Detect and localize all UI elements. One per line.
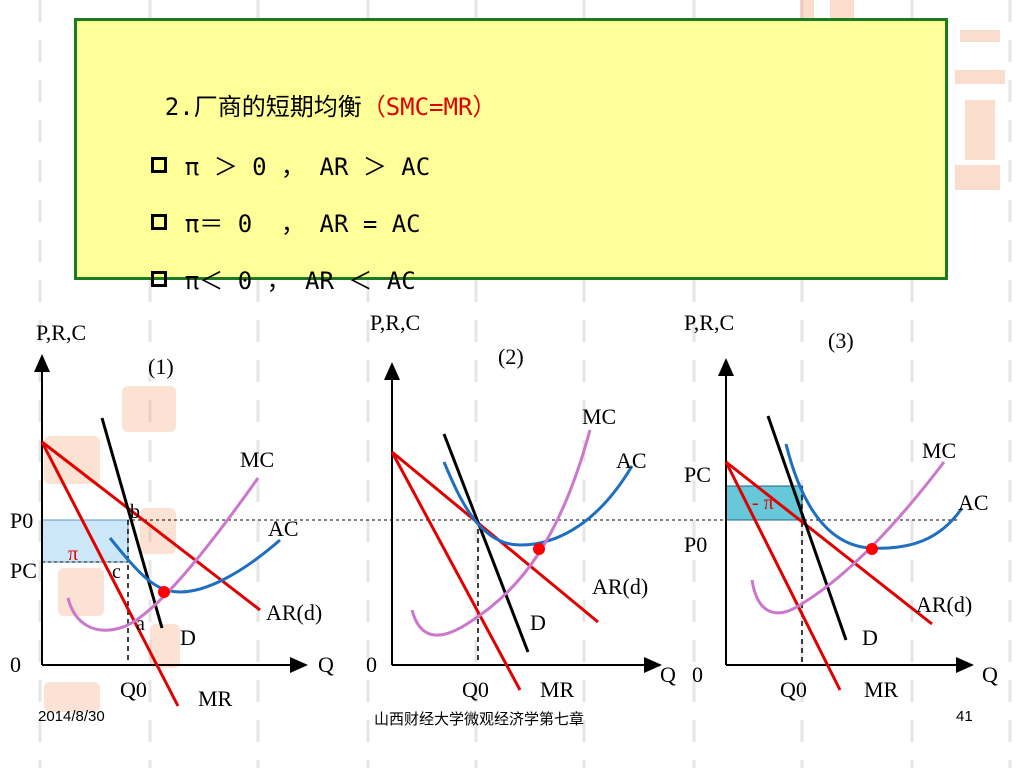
q0-label: Q0 bbox=[462, 677, 489, 702]
p0-label: P0 bbox=[10, 508, 33, 533]
section-heading: 2.厂商的短期均衡（SMC=MR） bbox=[107, 59, 497, 150]
square-bullet-icon bbox=[150, 214, 167, 230]
section-title: 厂商的短期均衡 bbox=[193, 93, 362, 121]
bullet-item-profit: π ＞ 0 ， AR ＞ AC bbox=[93, 119, 430, 210]
point-c-label: c bbox=[112, 561, 121, 583]
ard-label: AR(d) bbox=[266, 600, 322, 625]
mr-label: MR bbox=[198, 686, 233, 711]
mr-line bbox=[40, 441, 180, 707]
mc-curve bbox=[750, 461, 946, 615]
equilibrium-point bbox=[533, 543, 545, 555]
x-axis-label: Q bbox=[318, 652, 334, 677]
mc-label: MC bbox=[922, 438, 956, 463]
ac-label: AC bbox=[958, 490, 989, 515]
p0-label: P0 bbox=[684, 532, 707, 557]
title-box: 2.厂商的短期均衡（SMC=MR） π ＞ 0 ， AR ＞ AC π＝ 0 ，… bbox=[74, 18, 948, 295]
bullet-text: π ＞ 0 ， AR ＞ AC bbox=[184, 153, 431, 181]
loss-region-label: - π bbox=[752, 492, 774, 514]
panel-label: (3) bbox=[828, 328, 854, 353]
graph-3: P,R,C (3) PC P0 0 Q Q0 MC AC AR(d) MR D … bbox=[684, 310, 998, 702]
section-number: 2. bbox=[164, 93, 194, 121]
footer-course-title: 山西财经大学微观经济学第七章 bbox=[374, 710, 585, 728]
section-condition: （SMC=MR） bbox=[361, 93, 497, 121]
d-label: D bbox=[862, 625, 878, 650]
square-bullet-icon bbox=[150, 157, 167, 173]
origin-label: 0 bbox=[366, 652, 377, 677]
y-axis-label: P,R,C bbox=[684, 310, 734, 335]
ac-curve bbox=[108, 537, 281, 594]
y-axis-label: P,R,C bbox=[370, 310, 420, 335]
d-line bbox=[442, 433, 530, 653]
mr-line bbox=[724, 461, 842, 691]
point-b-label: b bbox=[130, 501, 140, 523]
mc-label: MC bbox=[240, 447, 274, 472]
origin-label: 0 bbox=[692, 662, 703, 687]
mc-curve bbox=[66, 477, 260, 632]
pc-label: PC bbox=[10, 558, 37, 583]
pc-label: PC bbox=[684, 462, 711, 487]
x-axis-label: Q bbox=[982, 662, 998, 687]
d-line bbox=[100, 417, 164, 629]
q0-label: Q0 bbox=[120, 677, 147, 702]
d-label: D bbox=[180, 625, 196, 650]
ac-curve bbox=[442, 461, 634, 547]
seal-decoration bbox=[800, 0, 1005, 190]
bullet-item-loss: π＜ 0 ， AR ＜ AC bbox=[93, 233, 416, 324]
bullet-text: π＝ 0 ， AR = AC bbox=[184, 210, 421, 238]
ar-d-line bbox=[41, 440, 261, 612]
mc-label: MC bbox=[582, 404, 616, 429]
bullet-text: π＜ 0 ， AR ＜ AC bbox=[184, 267, 416, 295]
ard-label: AR(d) bbox=[592, 574, 648, 599]
x-axis-label: Q bbox=[660, 662, 676, 687]
d-line bbox=[766, 415, 848, 641]
y-axis-label: P,R,C bbox=[36, 320, 86, 345]
mr-label: MR bbox=[864, 677, 899, 702]
footer-date: 2014/8/30 bbox=[38, 708, 105, 725]
ac-label: AC bbox=[268, 516, 299, 541]
q0-label: Q0 bbox=[780, 677, 807, 702]
ac-label: AC bbox=[616, 448, 647, 473]
mr-line bbox=[390, 451, 522, 691]
square-bullet-icon bbox=[150, 271, 167, 287]
graph-1: P,R,C (1) P0 PC 0 Q Q0 MC AC AR(d) MR D … bbox=[10, 320, 334, 711]
mc-curve bbox=[410, 429, 592, 637]
bullet-item-breakeven: π＝ 0 ， AR = AC bbox=[93, 176, 421, 267]
origin-label: 0 bbox=[10, 652, 21, 677]
point-a-label: a bbox=[136, 613, 145, 635]
page-number: 41 bbox=[956, 708, 973, 725]
graph-2: P,R,C (2) 0 Q Q0 MC AC AR(d) MR D bbox=[366, 310, 676, 702]
profit-region-label: π bbox=[68, 543, 78, 565]
mr-label: MR bbox=[540, 677, 575, 702]
equilibrium-point bbox=[866, 543, 878, 555]
equilibrium-point bbox=[158, 586, 170, 598]
panel-label: (2) bbox=[498, 344, 524, 369]
ar-d-line bbox=[725, 460, 933, 626]
ard-label: AR(d) bbox=[916, 592, 972, 617]
panel-label: (1) bbox=[148, 354, 174, 379]
d-label: D bbox=[530, 610, 546, 635]
